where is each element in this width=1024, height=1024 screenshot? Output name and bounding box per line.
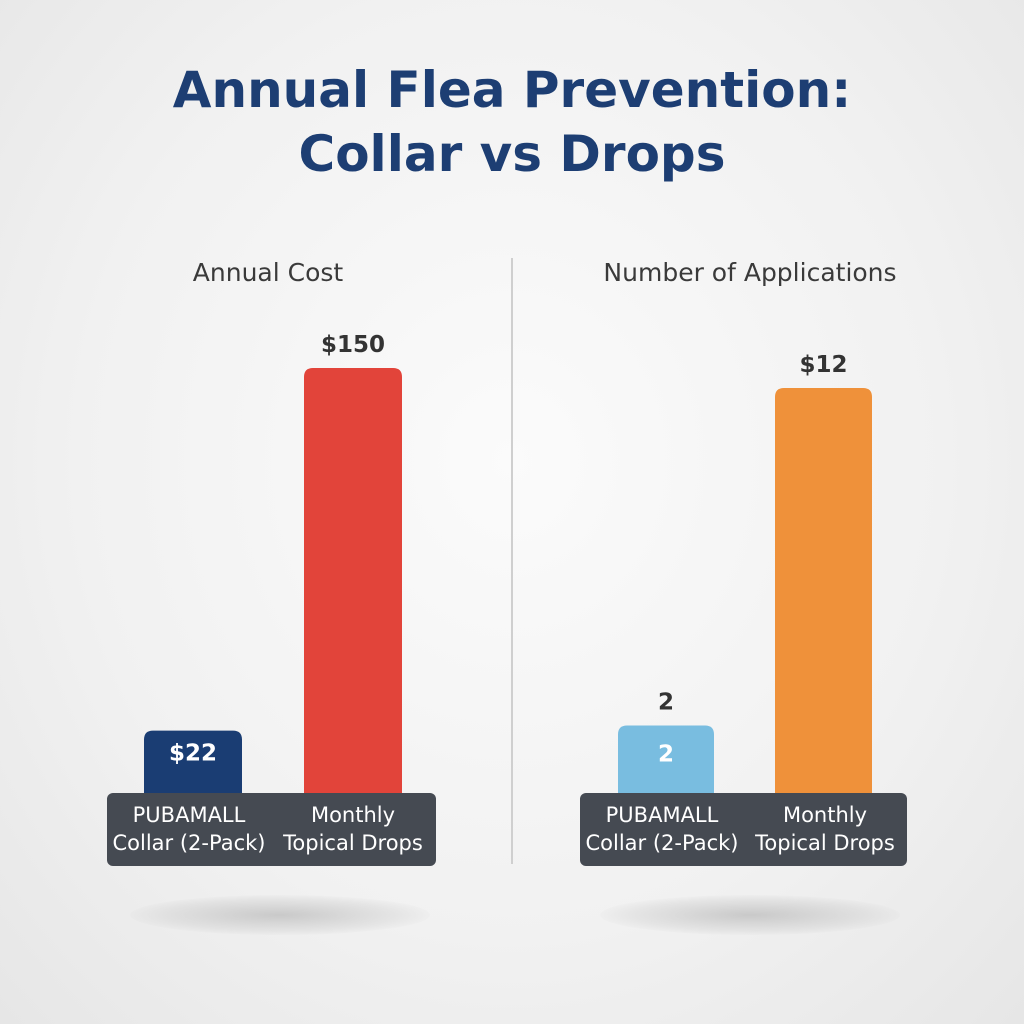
chart-title-line-2: Collar vs Drops xyxy=(298,125,726,183)
chart-title: Annual Flea Prevention: Collar vs Drops xyxy=(0,58,1024,186)
applications-value-label-collar: 2 xyxy=(658,690,674,716)
panel-divider xyxy=(511,258,513,864)
applications-bar-collar xyxy=(618,725,714,793)
applications-category-box xyxy=(580,793,907,866)
applications-category-label-collar: PUBAMALL Collar (2-Pack) xyxy=(585,803,739,855)
applications-inner-label-collar: 2 xyxy=(658,742,674,768)
annual-cost-category-label-drops: Monthly Topical Drops xyxy=(283,803,423,855)
annual-cost-category-label-collar: PUBAMALL Collar (2-Pack) xyxy=(112,803,266,855)
annual-cost-bar-collar xyxy=(144,730,242,793)
annual-cost-value-label-drops: $150 xyxy=(321,332,385,358)
annual-cost-category-box xyxy=(107,793,436,866)
left-panel-shadow xyxy=(130,895,430,935)
panel-title-annual-cost: Annual Cost xyxy=(192,258,344,287)
applications-category-label-drops: Monthly Topical Drops xyxy=(755,803,895,855)
chart-title-line-1: Annual Flea Prevention: xyxy=(172,61,852,119)
annual-cost-chart: $22 $150 xyxy=(144,332,402,793)
applications-value-label-drops: $12 xyxy=(799,352,847,378)
applications-bar-drops xyxy=(775,388,872,793)
right-panel-shadow xyxy=(600,895,900,935)
annual-cost-value-label-collar: $22 xyxy=(169,741,217,767)
panel-title-number-of-applications: Number of Applications xyxy=(603,258,897,287)
number-of-applications-chart: 2 2 $12 xyxy=(618,352,872,793)
annual-cost-bar-drops xyxy=(304,368,402,793)
